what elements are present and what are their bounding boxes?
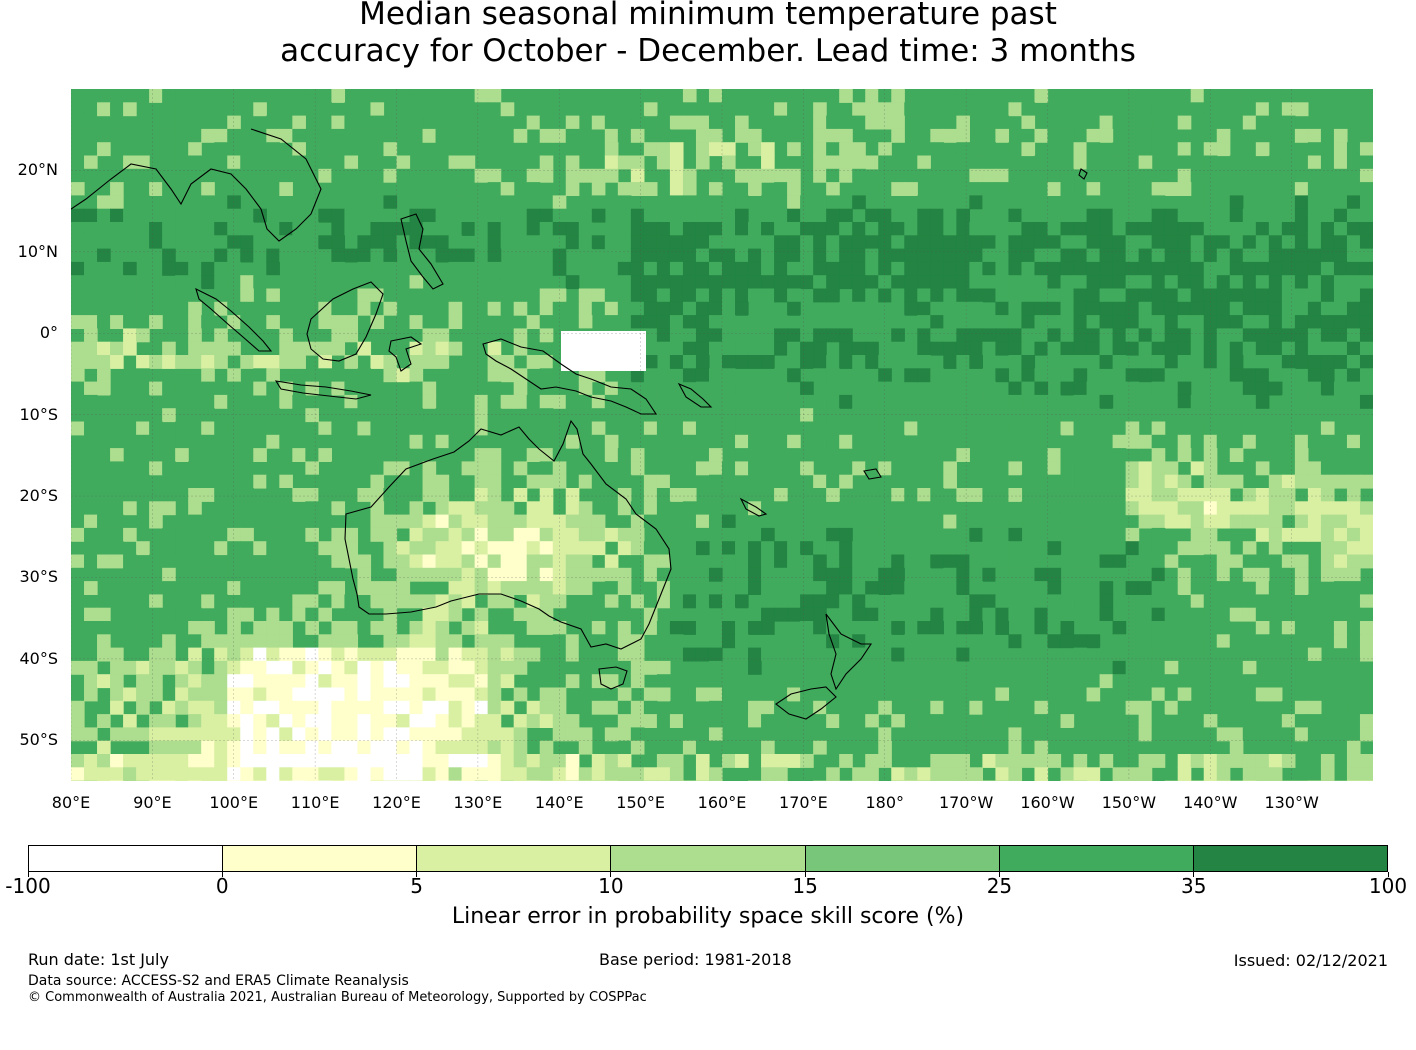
colorbar-label: Linear error in probability space skill … [451,904,965,929]
colorbar-tick-label: 10 [598,874,624,898]
run-date: Run date: 1st July [28,950,169,969]
longitude-label: 180° [865,793,905,812]
colorbar-segment [29,846,224,871]
java-coastline [274,380,372,400]
copyright-notice: © Commonwealth of Australia 2021, Austra… [28,990,647,1005]
longitude-label: 160°E [697,793,747,812]
colorbar-tick-mark [1387,872,1389,877]
latitude-label: 30°S [19,567,58,587]
colorbar-segment [1193,846,1387,871]
sulawesi-coastline [388,336,423,372]
indochina-coastline [71,128,322,242]
borneo-coastline [306,281,384,362]
longitude-label: 100°E [209,793,259,812]
colorbar-tick-label: 100 [1368,874,1408,898]
latitude-label: 40°S [19,648,58,668]
longitude-label: 160°W [1020,793,1075,812]
colorbar-tick-mark [221,872,223,877]
colorbar-tick-mark [1193,872,1195,877]
latitude-label: 50°S [19,730,58,750]
hawaii-coastline [1078,168,1088,180]
colorbar-tick-label: 35 [1180,874,1207,898]
colorbar-tick-mark [27,872,29,877]
latitude-label: 20°S [19,486,58,506]
chart-title-line-2: accuracy for October - December. Lead ti… [280,33,1136,69]
colorbar-segment [999,846,1194,871]
longitude-label: 120°E [372,793,421,812]
data-source: Data source: ACCESS-S2 and ERA5 Climate … [28,973,409,989]
longitude-label: 170°E [779,793,828,812]
coastlines [71,128,1088,720]
australia-coastline [344,419,672,650]
map-gridlines [71,89,1373,781]
new-guinea-coastline [482,338,658,415]
longitude-label: 150°W [1101,793,1157,812]
colorbar-tick-mark [610,872,612,877]
base-period: Base period: 1981-2018 [599,950,792,969]
solomon-islands-coastline [677,382,713,408]
latitude-label: 10°S [19,404,58,424]
issued-date: Issued: 02/12/2021 [1233,951,1388,970]
colorbar-tick-label: 25 [986,874,1013,898]
latitude-label: 0° [39,323,58,343]
longitude-label: 140°W [1183,793,1238,812]
longitude-label: 150°E [616,793,665,812]
longitude-label: 130°E [453,793,503,812]
colorbar-tick-mark [804,872,806,877]
longitude-label: 130°W [1264,793,1319,812]
no-skill-patch [561,331,646,371]
longitude-label: 80°E [51,793,91,812]
longitude-label: 110°E [290,793,340,812]
colorbar-tick-label: 15 [792,874,818,898]
colorbar-tick-mark [998,872,1000,877]
longitude-label: 90°E [133,793,172,812]
latitude-label: 20°N [17,160,58,180]
colorbar-tick-label: 5 [410,874,423,898]
colorbar-segment [611,846,806,871]
chart-title-line-1: Median seasonal minimum temperature past [359,0,1057,32]
new-zealand-north-coastline [825,613,873,691]
colorbar-segment [417,846,612,871]
new-zealand-south-coastline [775,686,837,720]
latitude-label: 10°N [17,241,58,261]
tasmania-coastline [598,666,628,690]
colorbar-tick-mark [416,872,418,877]
longitude-label: 140°E [534,793,584,812]
colorbar-tick-label: 0 [215,874,229,898]
fiji-coastline [863,468,882,480]
longitude-label: 170°W [938,793,994,812]
philippines-coastline [400,213,444,290]
colorbar [28,845,1388,872]
sumatra-coastline [195,287,273,352]
skill-score-map [71,89,1373,781]
colorbar-segment [223,846,418,871]
colorbar-tick-label: -100 [5,874,51,898]
colorbar-segment [805,846,1000,871]
new-caledonia-coastline [739,497,768,517]
